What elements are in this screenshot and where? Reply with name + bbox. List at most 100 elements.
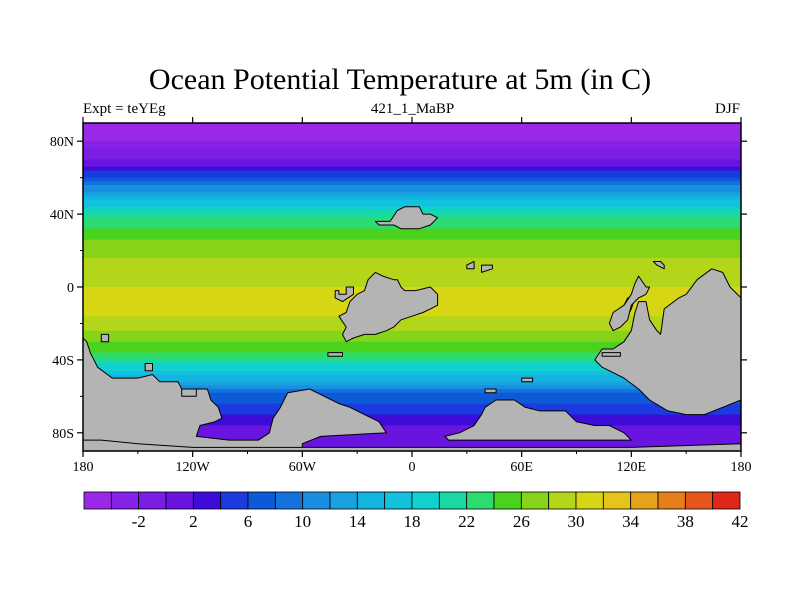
land-mass: [338, 271, 439, 343]
colorbar-swatch: [548, 491, 577, 510]
land-mass: [652, 261, 665, 270]
temperature-band: [83, 137, 741, 142]
temperature-band: [83, 338, 741, 343]
temperature-band: [83, 345, 741, 350]
temperature-band: [83, 254, 741, 259]
temperature-band: [83, 188, 741, 193]
temperature-band: [83, 177, 741, 182]
land-mass: [100, 333, 110, 343]
temperature-band: [83, 268, 741, 274]
temperature-band: [83, 261, 741, 266]
temperature-band: [83, 144, 741, 150]
temperature-band: [83, 155, 741, 161]
temperature-band: [83, 389, 741, 394]
temperature-band: [83, 432, 741, 438]
x-tick-label: 60W: [289, 460, 317, 475]
x-tick-label: 180: [73, 460, 94, 475]
colorbar-swatch: [165, 491, 194, 510]
colorbar-swatch: [630, 491, 659, 510]
temperature-band: [83, 181, 741, 186]
colorbar: -2 2 6 10 14 18 22 26 30 34 38 42: [83, 491, 749, 531]
land-mass: [327, 352, 343, 357]
colorbar-swatch: [684, 491, 714, 510]
temperature-band: [83, 123, 741, 128]
temperature-band: [83, 392, 741, 397]
time-label: 421_1_MaBP: [370, 101, 455, 117]
colorbar-swatch: [657, 491, 686, 510]
land-mass: [82, 337, 387, 452]
temperature-band: [83, 356, 741, 361]
temperature-band: [83, 148, 741, 153]
colorbar-label: 38: [677, 512, 694, 531]
colorbar-swatch: [192, 491, 222, 510]
temperature-band: [83, 170, 741, 175]
temperature-band: [83, 184, 741, 190]
temperature-band: [83, 228, 741, 233]
temperature-band: [83, 246, 741, 252]
temperature-band: [83, 334, 741, 339]
land-mass: [594, 268, 742, 416]
colorbar-swatch: [274, 491, 304, 510]
temperature-band: [83, 283, 741, 288]
colorbar-swatch: [520, 491, 550, 510]
temperature-band: [83, 195, 741, 201]
temperature-band: [83, 410, 741, 416]
temperature-band: [83, 243, 741, 248]
x-tick-label: 120E: [617, 460, 647, 475]
x-tick-label: 120W: [176, 460, 211, 475]
temperature-band: [83, 192, 741, 197]
y-tick-label: 80N: [50, 135, 74, 150]
land-mass: [181, 388, 197, 397]
colorbar-label: 26: [513, 512, 530, 531]
temperature-band: [83, 425, 741, 430]
land-mass: [521, 377, 534, 383]
temperature-band: [83, 403, 741, 408]
x-tick-label: 60E: [510, 460, 533, 475]
temperature-band: [83, 287, 741, 292]
land-mass: [334, 286, 354, 303]
temperature-band: [83, 341, 741, 346]
temperature-band: [83, 323, 741, 328]
colorbar-label: 2: [189, 512, 198, 531]
y-tick-label: 40N: [50, 208, 74, 223]
temperature-band: [83, 130, 741, 135]
temperature-band: [83, 378, 741, 383]
colorbar-label: 6: [244, 512, 253, 531]
land-mass: [374, 206, 439, 230]
temperature-band: [83, 421, 741, 427]
temperature-band: [83, 429, 741, 434]
temperature-band: [83, 370, 741, 376]
temperature-band: [83, 352, 741, 357]
x-tick-label: 180: [731, 460, 752, 475]
colorbar-swatch: [329, 491, 358, 510]
temperature-band: [83, 396, 741, 401]
temperature-band: [83, 418, 741, 423]
chart-title: Ocean Potential Temperature at 5m (in C): [148, 63, 652, 96]
temperature-band: [83, 327, 741, 332]
temperature-band: [83, 316, 741, 321]
y-tick-label: 80S: [52, 427, 74, 442]
axes: 180 120W 60W 0 60E 120E 180 80N 40N 0 40S 80S: [50, 117, 752, 475]
temperature-band: [83, 199, 741, 204]
colorbar-swatch: [575, 491, 604, 510]
temperature-band: [83, 272, 741, 277]
temperature-band: [83, 152, 741, 157]
temperature-band: [83, 381, 741, 386]
temperature-band: [83, 348, 741, 354]
temperature-band: [83, 436, 741, 441]
y-tick-label: 40S: [52, 354, 74, 369]
temperature-band: [83, 166, 741, 171]
temperature-band: [83, 399, 741, 405]
temperature-band: [83, 385, 741, 390]
colorbar-swatch: [466, 491, 495, 510]
temperature-band: [83, 235, 741, 241]
temperature-band: [83, 363, 741, 368]
temperature-band: [83, 257, 741, 263]
colorbar-swatch: [110, 491, 140, 510]
colorbar-swatch: [493, 491, 522, 510]
colorbar-swatch: [83, 491, 112, 510]
colorbar-label: -2: [132, 512, 146, 531]
temperature-band: [83, 407, 741, 412]
colorbar-label: 18: [404, 512, 421, 531]
temperature-band: [83, 374, 741, 379]
